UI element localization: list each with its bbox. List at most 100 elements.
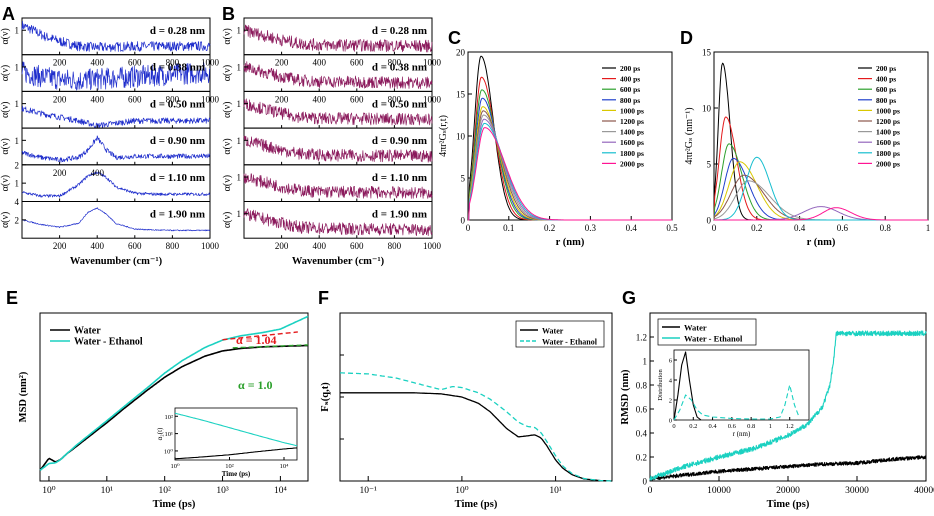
y-tick-label: 0 xyxy=(461,216,466,226)
legend-label: 1800 ps xyxy=(620,149,644,158)
series-line xyxy=(468,127,672,221)
inset-y-tick-label: 10⁰ xyxy=(164,448,174,455)
row-label: d = 1.90 nm xyxy=(372,209,427,221)
legend-label: 2000 ps xyxy=(876,159,900,168)
y-axis-label: α(ν) xyxy=(222,102,233,118)
series-line xyxy=(39,344,309,471)
inset-x-axis-label: Time (ps) xyxy=(222,470,251,478)
x-tick-label: 400 xyxy=(90,58,104,68)
inset-y-tick-label: 0 xyxy=(669,418,672,425)
legend-label: 200 ps xyxy=(620,64,640,73)
legend-label: 1600 ps xyxy=(620,138,644,147)
y-tick-label: 1 xyxy=(237,136,242,146)
x-tick-label: 200 xyxy=(53,168,67,178)
legend-label: 1600 ps xyxy=(876,138,900,147)
x-axis-label: Time (ps) xyxy=(455,499,498,510)
row-label: d = 0.50 nm xyxy=(150,98,205,110)
spectrum-row: d = 0.90 nm 1 α(ν) xyxy=(0,127,211,166)
spectrum-line xyxy=(21,135,211,163)
legend-box xyxy=(657,318,757,346)
panel-c: 0 0.1 0.2 0.3 0.4 0.5 0 5 10 15 20 r (nm) 4πr²Gₛ(r,t… xyxy=(438,48,678,249)
y-axis-label: 4πr²Gₛ(r,t) xyxy=(438,115,449,157)
y-tick-label: 2 xyxy=(15,215,20,225)
spectrum-line xyxy=(243,98,433,126)
y-axis-label: α(ν) xyxy=(222,138,233,154)
spectrum-row: d = 1.10 nm 1 2 α(ν) 200 400 xyxy=(0,160,211,203)
legend-label: 600 ps xyxy=(876,85,896,94)
panel-f: 10⁻¹ 10⁰ 10¹ Time (ps) Fₛ(q,t) Water Water - E… xyxy=(320,312,613,510)
inset-y-tick-label: 10¹ xyxy=(165,431,174,438)
y-tick-label: 10 xyxy=(702,104,712,114)
x-tick-label: 0.6 xyxy=(837,223,849,233)
x-tick-label: 1000 xyxy=(423,58,442,68)
y-tick-label: 15 xyxy=(702,48,712,58)
row-label: d = 1.10 nm xyxy=(150,172,205,184)
y-axis-label: 4πr²Gₛ (nm⁻¹) xyxy=(684,107,695,164)
spectrum-line xyxy=(243,61,433,90)
x-tick-label: 600 xyxy=(128,94,142,104)
panel-label-c: C xyxy=(448,28,461,48)
series-line xyxy=(39,315,309,472)
y-tick-label: 2 xyxy=(15,160,20,170)
x-tick-label: 10⁰ xyxy=(455,486,469,496)
series-line xyxy=(232,344,309,349)
series-line xyxy=(649,455,927,481)
x-axis-label: Wavenumber (cm⁻¹) xyxy=(70,256,163,267)
legend-label: Water xyxy=(74,326,101,337)
x-tick-label: 10000 xyxy=(707,486,731,496)
y-tick-label: 0.6 xyxy=(636,405,648,415)
x-tick-label: 600 xyxy=(350,94,364,104)
inset-x-tick-label: 0.2 xyxy=(689,423,697,430)
spectrum-line xyxy=(243,24,433,53)
x-tick-label: 1000 xyxy=(201,94,220,104)
x-tick-label: 400 xyxy=(90,168,104,178)
x-tick-label: 800 xyxy=(166,241,180,251)
x-tick-label: 200 xyxy=(275,94,289,104)
legend-label: 1000 ps xyxy=(620,106,644,115)
spectrum-row: d = 1.90 nm 2 4 α(ν) xyxy=(0,197,211,239)
row-label: d = 0.28 nm xyxy=(372,25,427,37)
x-tick-label: 1000 xyxy=(423,241,442,251)
spectrum-line xyxy=(243,173,433,199)
x-tick-label: 400 xyxy=(312,94,326,104)
spectrum-row: d = 0.28 nm 1 α(ν) xyxy=(222,17,433,56)
x-tick-label: 800 xyxy=(166,94,180,104)
annotation-alpha-fit: α = 1.0 xyxy=(238,378,273,392)
x-tick-label: 400 xyxy=(312,58,326,68)
y-tick-label: 0 xyxy=(643,477,648,487)
series-line xyxy=(713,161,928,221)
x-axis-label: r (nm) xyxy=(807,237,836,248)
legend-label: 800 ps xyxy=(620,96,640,105)
x-tick-label: 400 xyxy=(90,241,104,251)
x-tick-label: 400 xyxy=(90,94,104,104)
inset-series-line xyxy=(673,384,800,421)
inset-x-tick-label: 1 xyxy=(769,423,772,430)
legend-label: 1200 ps xyxy=(876,117,900,126)
y-tick-label: 0.8 xyxy=(636,381,648,391)
panel-label-f: F xyxy=(318,288,329,308)
y-tick-label: 1 xyxy=(643,357,648,367)
spectrum-row: d = 0.50 nm 1 α(ν) 200 400 600 800 1000 xyxy=(0,90,220,129)
x-axis-label: Time (ps) xyxy=(767,499,810,510)
inset-y-tick-label: 6 xyxy=(669,358,673,365)
y-tick-label: 1 xyxy=(237,173,242,183)
spectrum-line xyxy=(21,171,211,198)
y-tick-label: 5 xyxy=(707,160,712,170)
spectrum-row: d = 0.90 nm 1 α(ν) xyxy=(222,127,433,166)
panel-label-a: A xyxy=(2,4,15,24)
x-tick-label: 0.2 xyxy=(751,223,762,233)
row-label: d = 1.10 nm xyxy=(372,172,427,184)
inset-frame xyxy=(673,349,810,421)
x-tick-label: 200 xyxy=(53,241,67,251)
y-axis-label: α(ν) xyxy=(222,212,233,228)
legend-label: Water - Ethanol xyxy=(684,334,743,344)
panel-label-g: G xyxy=(622,288,636,308)
x-tick-label: 0.8 xyxy=(880,223,892,233)
x-tick-label: 400 xyxy=(312,241,326,251)
